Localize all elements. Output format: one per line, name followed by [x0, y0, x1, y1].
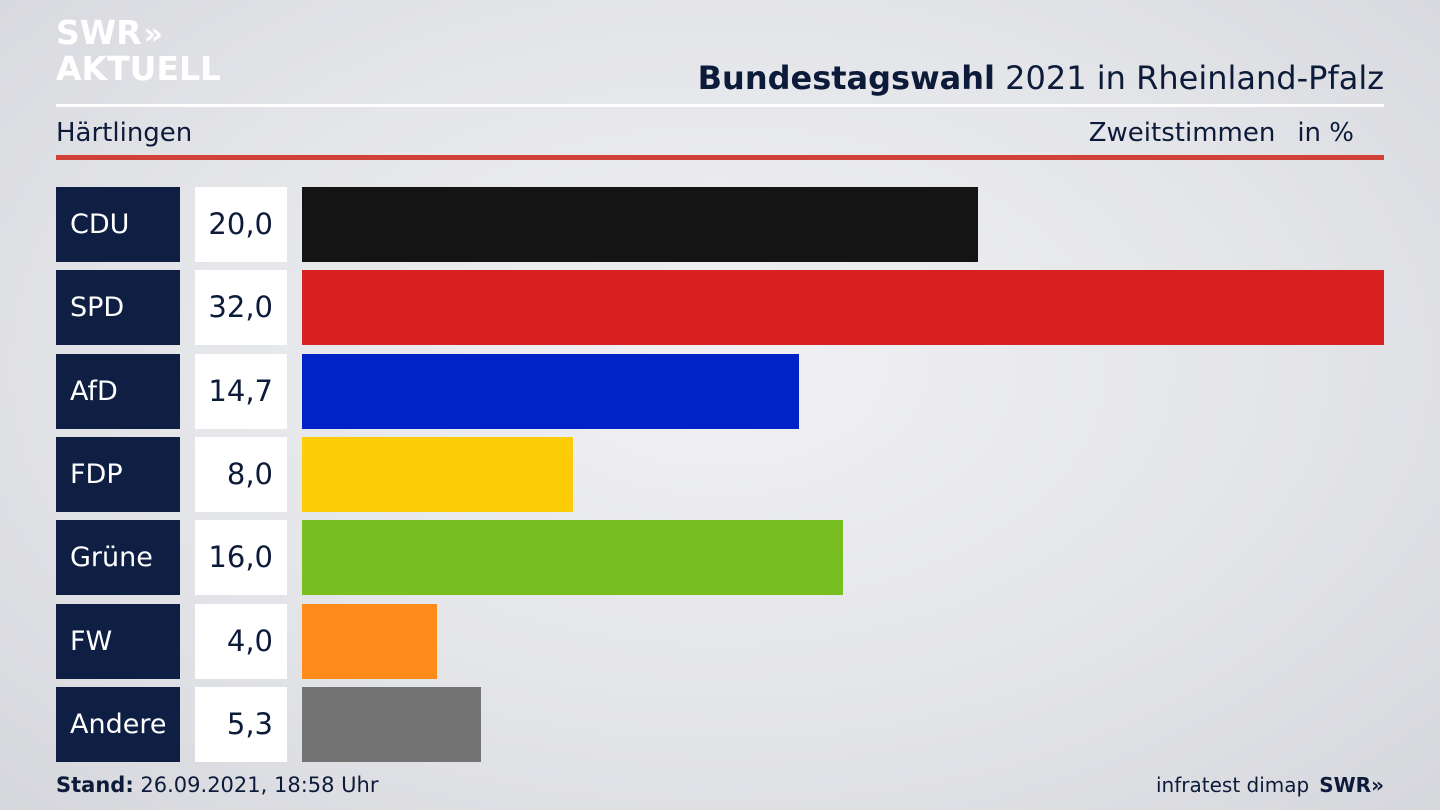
- footer-brand-logo: SWR»: [1319, 773, 1384, 797]
- bar: [302, 270, 1384, 345]
- bar: [302, 187, 978, 262]
- title-bold: Bundestagswahl: [697, 59, 995, 97]
- title-rest: 2021 in Rheinland-Pfalz: [995, 59, 1384, 97]
- source-credit: infratest dimap SWR»: [1156, 772, 1384, 798]
- swr-aktuell-logo: SWR» AKTUELL: [56, 16, 221, 86]
- bar: [302, 520, 843, 595]
- metric-header: Zweitstimmen in %: [1089, 116, 1354, 150]
- region-name: Härtlingen: [56, 118, 193, 148]
- timestamp: Stand: 26.09.2021, 18:58 Uhr: [56, 772, 379, 798]
- bar: [302, 354, 799, 429]
- logo-line1: SWR: [56, 13, 142, 52]
- stand-value: 26.09.2021, 18:58 Uhr: [133, 773, 379, 797]
- party-label: Grüne: [56, 520, 180, 595]
- unit-label: in %: [1297, 118, 1354, 148]
- logo-line2: AKTUELL: [56, 49, 222, 88]
- value-label: 14,7: [195, 354, 287, 429]
- value-label: 32,0: [195, 270, 287, 345]
- party-label: CDU: [56, 187, 180, 262]
- value-label: 20,0: [195, 187, 287, 262]
- party-label: FDP: [56, 437, 180, 512]
- metric-label: Zweitstimmen: [1088, 118, 1276, 148]
- header-divider: [56, 104, 1384, 107]
- party-label: AfD: [56, 354, 180, 429]
- party-label: Andere: [56, 687, 180, 762]
- bar: [302, 437, 573, 512]
- value-label: 8,0: [195, 437, 287, 512]
- value-label: 4,0: [195, 604, 287, 679]
- value-label: 16,0: [195, 520, 287, 595]
- bar: [302, 687, 481, 762]
- accent-divider: [56, 155, 1384, 160]
- party-label: SPD: [56, 270, 180, 345]
- page-title: Bundestagswahl 2021 in Rheinland-Pfalz: [698, 58, 1384, 98]
- value-label: 5,3: [195, 687, 287, 762]
- bar: [302, 604, 437, 679]
- stand-label: Stand:: [56, 773, 134, 797]
- source-label: infratest dimap: [1156, 773, 1310, 797]
- party-label: FW: [56, 604, 180, 679]
